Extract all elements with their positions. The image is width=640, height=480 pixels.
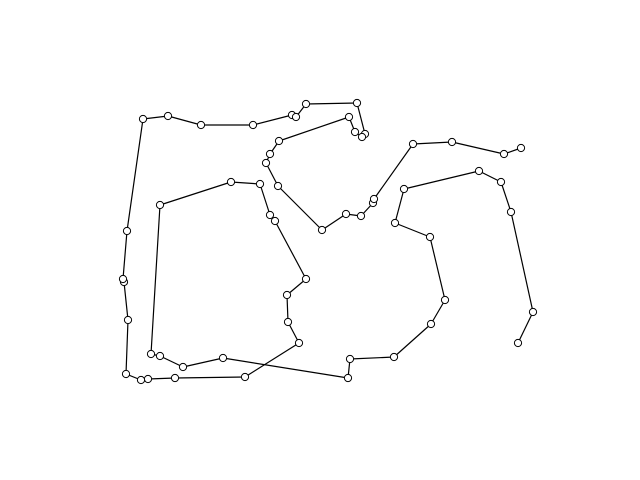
node-18 [227,178,234,185]
node-40 [292,113,299,120]
node-23 [283,291,290,298]
node-0 [514,339,521,346]
node-9 [427,320,434,327]
node-7 [426,233,433,240]
node-30 [122,370,129,377]
node-19 [256,180,263,187]
node-36 [164,112,171,119]
node-27 [171,374,178,381]
node-52 [342,210,349,217]
node-28 [144,375,151,382]
node-55 [370,195,377,202]
node-13 [219,354,226,361]
node-2 [507,208,514,215]
node-10 [390,353,397,360]
node-5 [400,185,407,192]
node-37 [197,121,204,128]
node-15 [156,352,163,359]
node-3 [497,178,504,185]
node-4 [475,167,482,174]
node-20 [266,211,273,218]
node-8 [441,296,448,303]
node-42 [353,99,360,106]
node-59 [517,144,524,151]
node-48 [266,150,273,157]
node-58 [500,150,507,157]
node-51 [318,226,325,233]
node-33 [119,275,126,282]
node-14 [179,363,186,370]
node-57 [448,138,455,145]
node-46 [345,113,352,120]
node-21 [271,217,278,224]
node-35 [139,115,146,122]
node-34 [123,227,130,234]
node-1 [529,308,536,315]
node-47 [275,137,282,144]
node-25 [295,339,302,346]
node-56 [409,140,416,147]
node-22 [302,275,309,282]
node-12 [344,374,351,381]
node-26 [241,373,248,380]
node-16 [147,350,154,357]
node-41 [302,100,309,107]
node-6 [391,219,398,226]
node-29 [137,376,144,383]
node-45 [351,128,358,135]
node-44 [358,133,365,140]
node-31 [124,316,131,323]
node-49 [262,159,269,166]
node-53 [357,212,364,219]
node-50 [274,182,281,189]
node-11 [346,355,353,362]
node-17 [156,201,163,208]
node-24 [284,318,291,325]
node-38 [249,121,256,128]
